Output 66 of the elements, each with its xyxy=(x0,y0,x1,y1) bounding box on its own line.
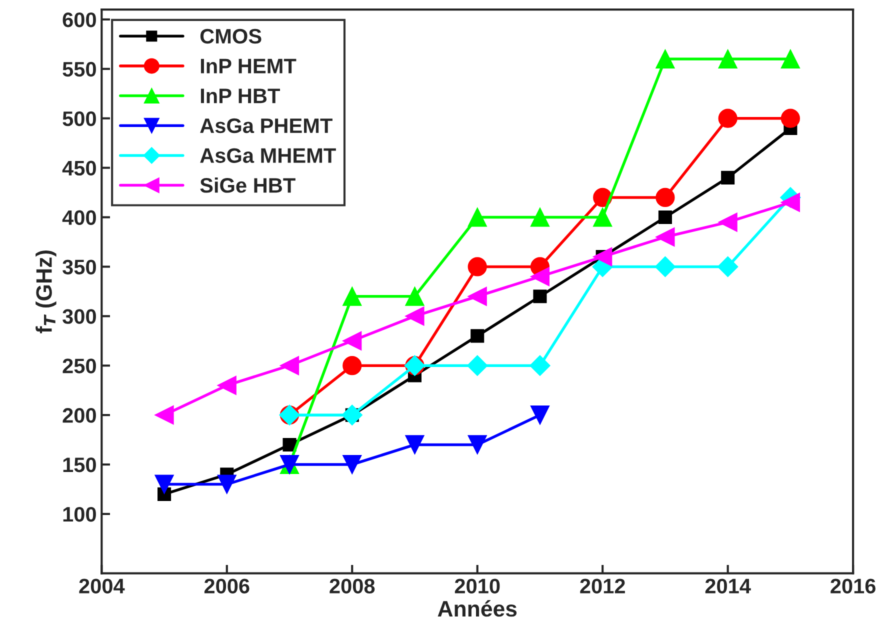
point xyxy=(467,355,488,376)
point xyxy=(468,435,487,454)
point xyxy=(405,306,424,326)
point xyxy=(530,406,550,425)
point xyxy=(656,49,675,69)
y-tick-label: 150 xyxy=(63,458,96,472)
point xyxy=(280,356,300,376)
y-tick-label: 550 xyxy=(62,62,96,77)
point xyxy=(593,208,612,227)
legend-label: InP HEMT xyxy=(200,58,296,74)
legend-label: CMOS xyxy=(200,28,262,44)
point xyxy=(656,188,675,208)
legend-label: AsGa PHEMT xyxy=(200,118,332,134)
point xyxy=(468,286,487,306)
point xyxy=(217,376,236,395)
point xyxy=(593,247,612,266)
x-tick-label: 2016 xyxy=(830,578,876,594)
point xyxy=(654,256,676,278)
x-tick-label: 2004 xyxy=(79,578,125,594)
x-tick-label: 2012 xyxy=(580,578,625,594)
point xyxy=(154,406,174,425)
legend-label: InP HBT xyxy=(200,88,280,104)
point xyxy=(405,435,424,454)
y-tick-label: 250 xyxy=(62,358,96,374)
y-tick-label: 400 xyxy=(62,210,96,226)
point xyxy=(282,438,296,452)
point xyxy=(718,108,738,128)
x-axis-title: Années xyxy=(438,600,517,617)
point xyxy=(154,474,174,494)
point xyxy=(533,290,547,304)
point xyxy=(780,108,800,128)
point xyxy=(342,454,362,474)
y-tick-label: 450 xyxy=(62,160,96,176)
point xyxy=(405,286,424,306)
point xyxy=(530,267,550,286)
legend-label: SiGe HBT xyxy=(200,177,296,193)
point xyxy=(721,170,735,184)
y-axis-title: f$_{T}$ (GHz) xyxy=(36,250,56,334)
y-tick-label: 350 xyxy=(62,260,96,274)
point xyxy=(530,355,550,376)
y-tick-label: 600 xyxy=(62,12,96,28)
x-tick-label: 2014 xyxy=(705,578,751,594)
point xyxy=(718,49,738,69)
y-tick-label: 500 xyxy=(62,111,96,126)
point xyxy=(342,356,362,376)
x-tick-label: 2010 xyxy=(454,578,500,594)
legend-label: AsGa MHEMT xyxy=(200,148,336,163)
point xyxy=(780,192,800,212)
point xyxy=(656,227,675,247)
point xyxy=(658,210,672,224)
y-tick-label: 200 xyxy=(62,408,96,423)
point xyxy=(468,208,487,227)
point xyxy=(717,256,738,278)
point xyxy=(530,208,550,227)
y-tick-label: 100 xyxy=(63,506,96,522)
point xyxy=(468,257,487,276)
y-tick-label: 300 xyxy=(62,309,96,324)
point xyxy=(342,286,362,306)
point xyxy=(718,212,738,232)
x-tick-label: 2008 xyxy=(330,578,375,594)
point xyxy=(470,329,484,343)
point xyxy=(217,474,236,494)
x-tick-label: 2006 xyxy=(204,578,250,594)
point xyxy=(342,404,362,426)
point xyxy=(780,49,800,69)
point xyxy=(342,331,362,350)
